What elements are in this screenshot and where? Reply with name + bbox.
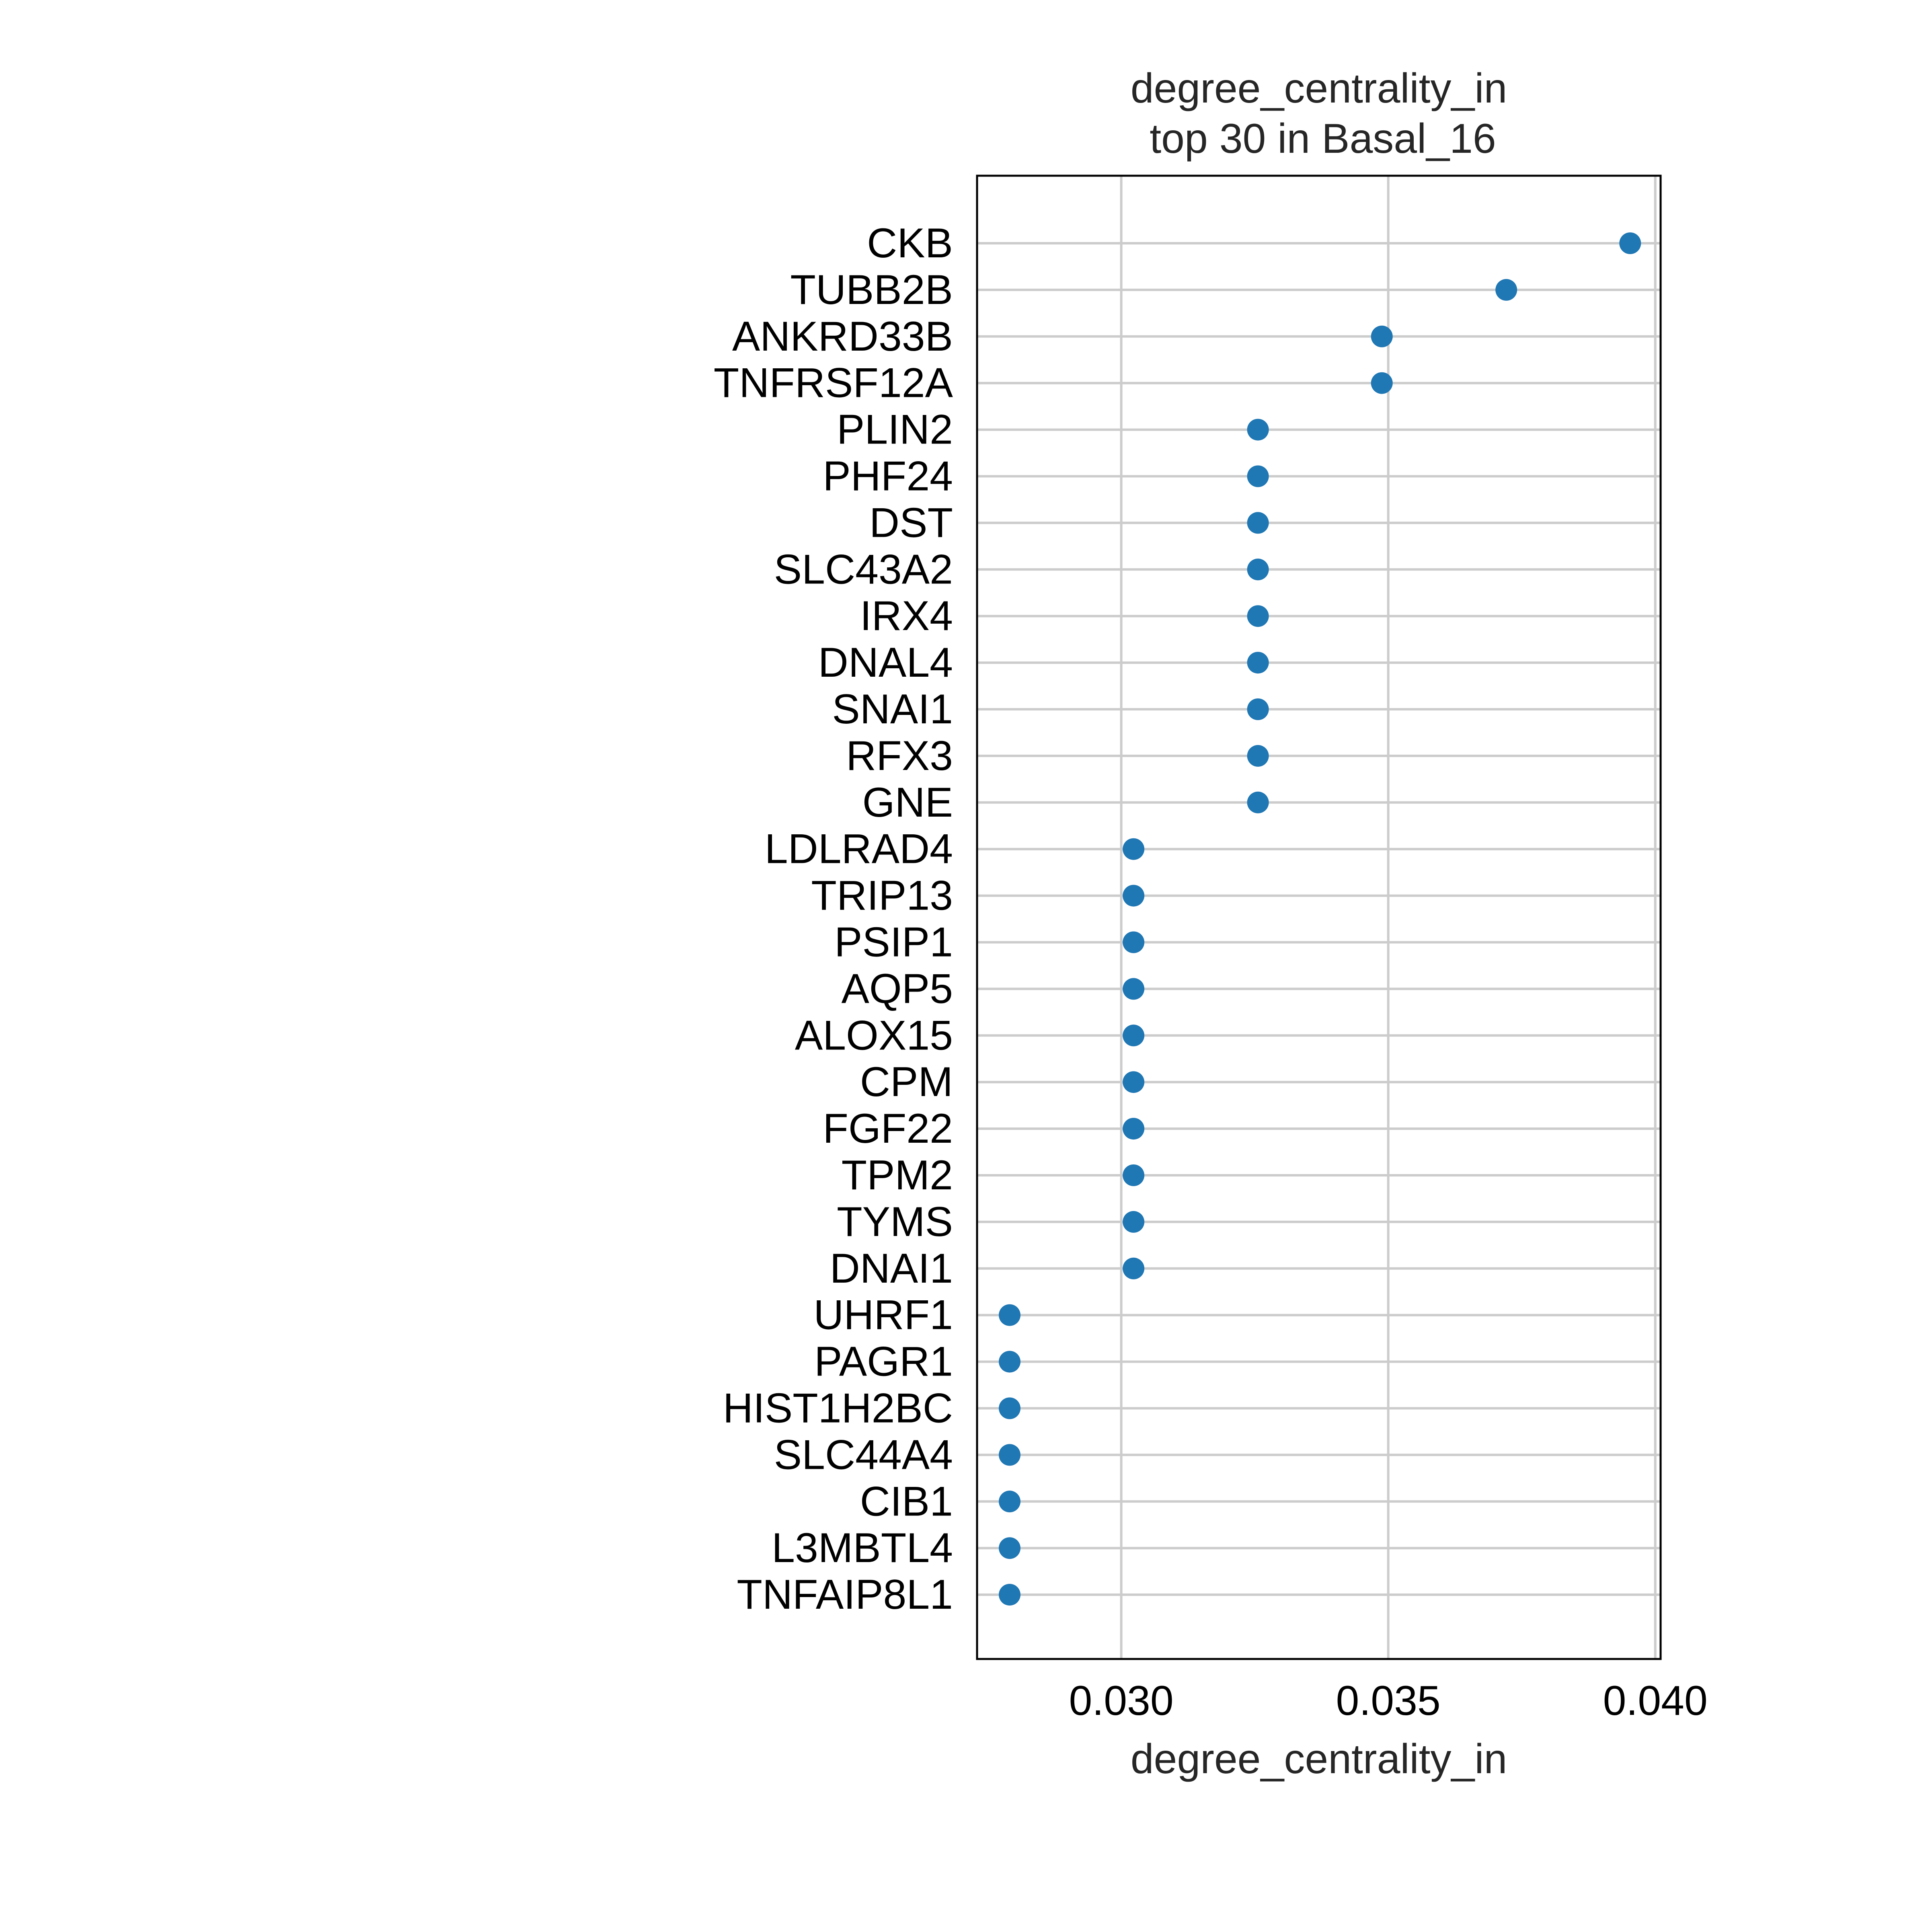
- y-tick-label: TRIP13: [811, 873, 953, 919]
- data-point: [1247, 419, 1269, 441]
- x-tick-label: 0.035: [1336, 1677, 1441, 1724]
- data-point: [1247, 605, 1269, 627]
- data-point: [1495, 279, 1517, 301]
- data-point: [999, 1397, 1021, 1419]
- data-point: [1247, 465, 1269, 487]
- y-tick-label: ANKRD33B: [732, 313, 953, 360]
- y-tick-label: RFX3: [846, 733, 953, 779]
- data-point: [1619, 232, 1641, 254]
- y-tick-label: PLIN2: [837, 407, 953, 453]
- y-tick-label: PHF24: [823, 453, 953, 500]
- data-point: [999, 1537, 1021, 1559]
- y-tick-label: ALOX15: [795, 1012, 953, 1059]
- y-tick-label: UHRF1: [813, 1292, 953, 1339]
- y-tick-label: DNAL4: [818, 639, 953, 686]
- data-point: [1123, 1025, 1145, 1047]
- y-tick-labels: CKBTUBB2BANKRD33BTNFRSF12APLIN2PHF24DSTS…: [714, 220, 953, 1618]
- data-point: [1123, 978, 1145, 1000]
- y-tick-label: CIB1: [860, 1478, 953, 1525]
- data-point: [1247, 745, 1269, 767]
- x-axis-label: degree_centrality_in: [1131, 1736, 1507, 1782]
- data-point: [1123, 931, 1145, 953]
- y-tick-label: GNE: [862, 779, 953, 826]
- y-tick-label: SLC43A2: [774, 546, 953, 593]
- data-point: [999, 1304, 1021, 1326]
- x-tick-label: 0.030: [1069, 1677, 1173, 1724]
- y-tick-label: PAGR1: [814, 1339, 953, 1385]
- x-tick-label: 0.040: [1603, 1677, 1708, 1724]
- data-point: [1123, 1118, 1145, 1140]
- data-point: [1123, 1071, 1145, 1093]
- y-tick-label: DST: [869, 499, 953, 546]
- data-point: [1123, 1257, 1145, 1279]
- y-tick-label: CKB: [867, 220, 953, 267]
- y-tick-label: PSIP1: [834, 919, 953, 966]
- y-tick-label: SLC44A4: [774, 1431, 953, 1478]
- data-point: [1123, 1164, 1145, 1186]
- data-points: [999, 232, 1641, 1606]
- data-point: [1247, 512, 1269, 534]
- data-point: [999, 1491, 1021, 1513]
- data-point: [1371, 372, 1393, 394]
- data-point: [1123, 838, 1145, 860]
- data-point: [1247, 558, 1269, 581]
- y-tick-label: FGF22: [823, 1105, 953, 1152]
- data-point: [999, 1584, 1021, 1606]
- y-tick-label: TUBB2B: [790, 267, 953, 313]
- y-tick-label: SNAI1: [832, 686, 953, 733]
- y-tick-label: CPM: [860, 1059, 953, 1105]
- y-tick-label: HIST1H2BC: [723, 1385, 953, 1432]
- data-point: [1247, 698, 1269, 720]
- plot-frame: [976, 175, 1662, 1660]
- data-point: [1247, 791, 1269, 813]
- x-tick-labels: 0.030 0.035 0.040: [1069, 1677, 1707, 1724]
- y-tick-label: AQP5: [842, 965, 953, 1012]
- y-tick-label: DNAI1: [830, 1245, 953, 1292]
- chart-subtitle: top 30 in Basal_16: [1150, 115, 1496, 162]
- y-tick-label: LDLRAD4: [765, 826, 953, 873]
- data-point: [999, 1351, 1021, 1373]
- vertical-gridlines: [1120, 176, 1657, 1659]
- y-tick-label: TPM2: [842, 1152, 953, 1199]
- data-point: [1371, 325, 1393, 347]
- y-tick-label: L3MBTL4: [772, 1525, 953, 1571]
- data-point: [1123, 1211, 1145, 1233]
- y-tick-label: IRX4: [860, 593, 953, 639]
- data-point: [999, 1444, 1021, 1466]
- data-point: [1123, 885, 1145, 907]
- y-tick-label: TNFAIP8L1: [737, 1571, 953, 1618]
- chart-title: degree_centrality_in: [1131, 65, 1507, 112]
- data-point: [1247, 652, 1269, 674]
- y-tick-label: TYMS: [837, 1199, 953, 1245]
- horizontal-gridlines: [977, 242, 1661, 1596]
- y-tick-label: TNFRSF12A: [714, 360, 953, 407]
